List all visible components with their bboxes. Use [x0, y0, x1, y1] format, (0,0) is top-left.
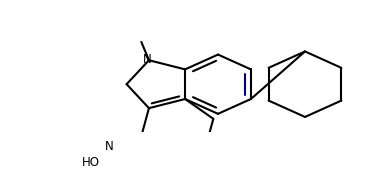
Text: N: N: [143, 53, 151, 66]
Text: N: N: [105, 140, 114, 153]
Text: HO: HO: [82, 156, 100, 169]
